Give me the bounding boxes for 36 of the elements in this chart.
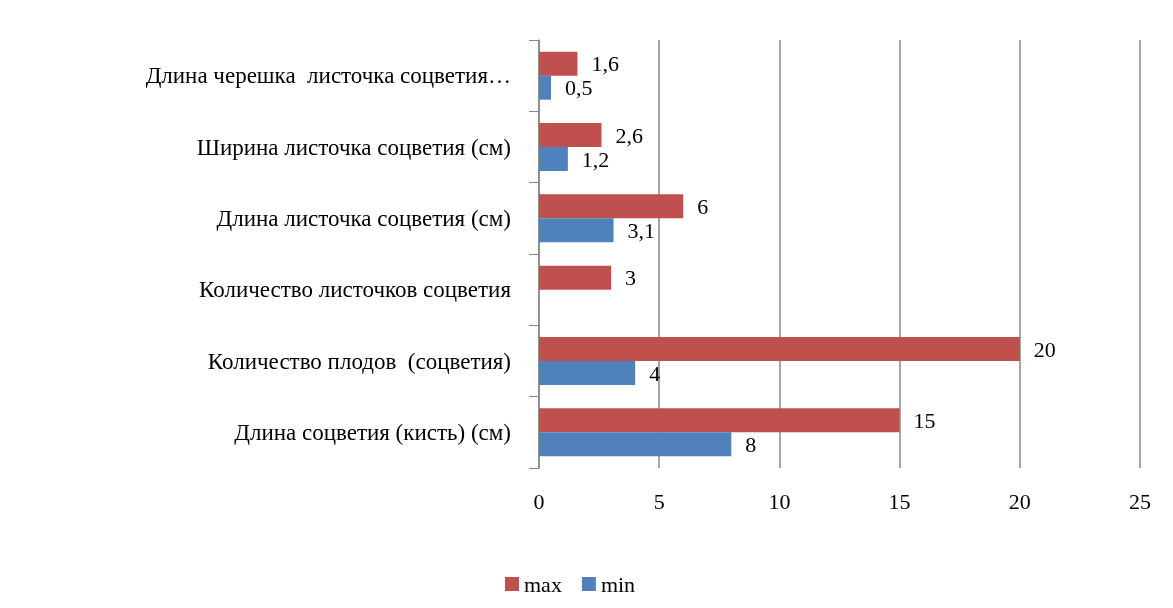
bar xyxy=(539,337,1020,361)
data-label: 2,6 xyxy=(615,122,643,148)
bar xyxy=(539,123,602,147)
bar xyxy=(539,194,684,219)
data-label: 6 xyxy=(697,193,709,219)
x-tick-label: 25 xyxy=(1129,488,1151,514)
y-tick-label: Ширина листочка соцветия (см) xyxy=(196,134,511,160)
y-tick-label: Количество листочков соцветия xyxy=(199,277,512,303)
y-tick-label: Длина черешка листочка соцветия… xyxy=(145,63,511,89)
bar xyxy=(539,147,568,171)
data-label: 0,5 xyxy=(565,75,593,101)
bar xyxy=(539,361,636,385)
bar xyxy=(539,218,614,243)
legend-label: min xyxy=(600,571,636,597)
x-tick-label: 0 xyxy=(533,488,545,514)
y-tick-label: Количество плодов (соцветия) xyxy=(207,348,511,374)
x-tick-label: 15 xyxy=(888,488,911,514)
x-tick-label: 5 xyxy=(653,488,665,514)
bar xyxy=(539,432,732,457)
bar xyxy=(539,51,578,76)
data-label: 20 xyxy=(1033,336,1056,362)
data-label: 8 xyxy=(745,431,757,457)
bar xyxy=(539,265,612,290)
bar xyxy=(539,75,552,100)
y-tick-label: Длина листочка соцветия (см) xyxy=(216,205,511,231)
bar xyxy=(539,408,900,433)
data-label: 3,1 xyxy=(627,217,656,243)
data-label: 3 xyxy=(625,265,637,291)
x-tick-label: 20 xyxy=(1008,488,1031,514)
legend-label: max xyxy=(524,571,562,597)
y-tick-label: Длина соцветия (кисть) (см) xyxy=(234,419,511,445)
data-label: 1,6 xyxy=(591,51,619,77)
data-label: 1,2 xyxy=(581,146,610,172)
data-label: 4 xyxy=(649,360,661,386)
x-tick-label: 10 xyxy=(768,488,791,514)
data-label: 15 xyxy=(913,407,936,433)
